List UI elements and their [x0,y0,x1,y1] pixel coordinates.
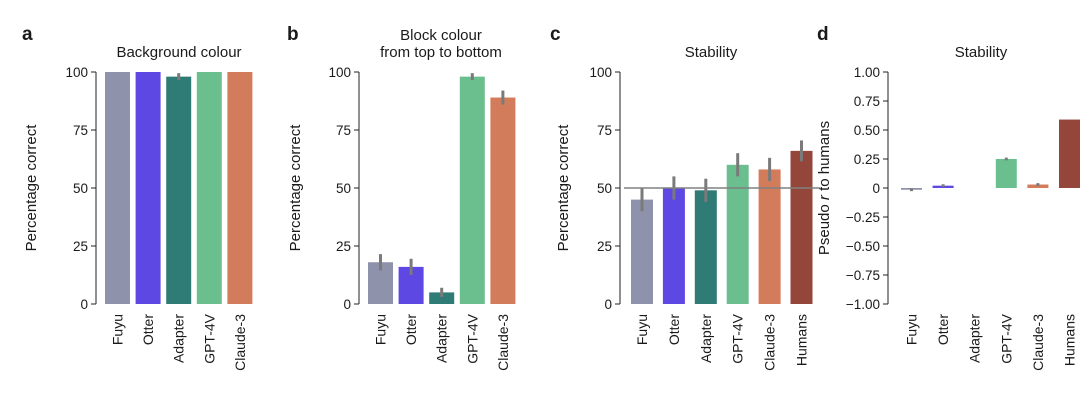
y-tick-label: 50 [597,181,612,196]
category-label: Adapter [171,314,187,363]
y-axis-label: Percentage correct [287,124,304,252]
bar-gpt-4v [726,164,749,304]
y-tick-label: 0 [604,297,612,312]
category-label: Fuyu [634,314,650,345]
category-label: Otter [935,314,951,345]
y-tick-label: 0.25 [854,152,880,167]
y-tick-label: 0 [343,297,351,312]
y-axis-label: Percentage correct [555,124,572,252]
y-tick-label: −0.25 [846,210,880,225]
panel-letter: a [22,24,33,45]
bar-claude-3 [758,169,781,304]
bar-adapter [429,292,455,304]
y-tick-label: 0 [80,297,88,312]
category-label: Otter [666,314,682,345]
bar-claude-3 [227,72,253,304]
category-label: Adapter [967,314,983,363]
category-label: GPT-4V [730,313,746,363]
category-label: Claude-3 [1030,314,1046,371]
panel-letter: c [550,24,561,45]
y-axis-label: Pseudo r to humans [816,121,833,255]
panel-title: Stability [955,44,1008,61]
category-label: Humans [794,314,810,366]
y-tick-label: 75 [336,123,351,138]
category-label: Fuyu [110,314,126,345]
y-tick-label: −1.00 [846,297,880,312]
category-label: Fuyu [904,314,920,345]
y-tick-label: 100 [65,65,88,80]
panel-title: Stability [685,44,738,61]
category-label: Adapter [434,314,450,363]
panel-d: d Stability −1.00 −0.75 −0.50 −0.25 0 0.25 0.50 0… [816,24,1080,371]
bar-otter [135,72,161,304]
y-tick-label: −0.75 [846,268,880,283]
panel-c: c Stability 0 25 50 75 100 Percentage correct Fu… [550,24,821,371]
y-axis-label: Percentage correct [23,124,40,252]
category-label: Claude-3 [232,314,248,371]
y-tick-label: −0.50 [846,239,880,254]
y-tick-label: 75 [73,123,88,138]
bar-adapter [166,76,192,304]
y-tick-label: 100 [328,65,351,80]
y-tick-label: 25 [336,239,351,254]
y-tick-label: 0 [872,181,880,196]
y-tick-label: 25 [597,239,612,254]
category-label: Humans [1062,314,1078,366]
category-label: Claude-3 [762,314,778,371]
bar-claude-3 [490,97,516,305]
panel-title: Block colour from top to bottom [380,27,502,61]
y-tick-label: 1.00 [854,65,880,80]
category-label: Otter [140,314,156,345]
bar-humans [1059,119,1080,188]
bar-humans [790,150,813,304]
bar-adapter [694,190,717,304]
category-label: GPT-4V [464,313,480,363]
y-tick-label: 50 [73,181,88,196]
panel-title: Background colour [116,44,241,61]
bar-gpt-4v [995,159,1017,188]
panel-letter: b [287,24,299,45]
y-tick-label: 75 [597,123,612,138]
category-label: Fuyu [373,314,389,345]
bar-fuyu [631,199,653,304]
y-tick-label: 25 [73,239,88,254]
panel-letter: d [817,24,829,45]
y-tick-label: 0.75 [854,94,880,109]
bar-otter [662,188,685,304]
bar-gpt-4v [459,76,485,304]
y-tick-label: 0.50 [854,123,880,138]
panel-b: b Block colour from top to bottom 0 25 50 75 10… [287,24,516,371]
category-label: Otter [403,314,419,345]
bar-claude-3 [1027,184,1049,188]
bar-gpt-4v [196,72,222,304]
y-tick-label: 50 [336,181,351,196]
category-label: GPT-4V [201,313,217,363]
category-label: Adapter [698,314,714,363]
bar-fuyu [105,72,130,304]
panel-a: a Background colour 0 25 50 75 100 Percentage c… [22,24,253,371]
category-label: Claude-3 [495,314,511,371]
category-label: GPT-4V [998,313,1014,363]
y-tick-label: 100 [589,65,612,80]
